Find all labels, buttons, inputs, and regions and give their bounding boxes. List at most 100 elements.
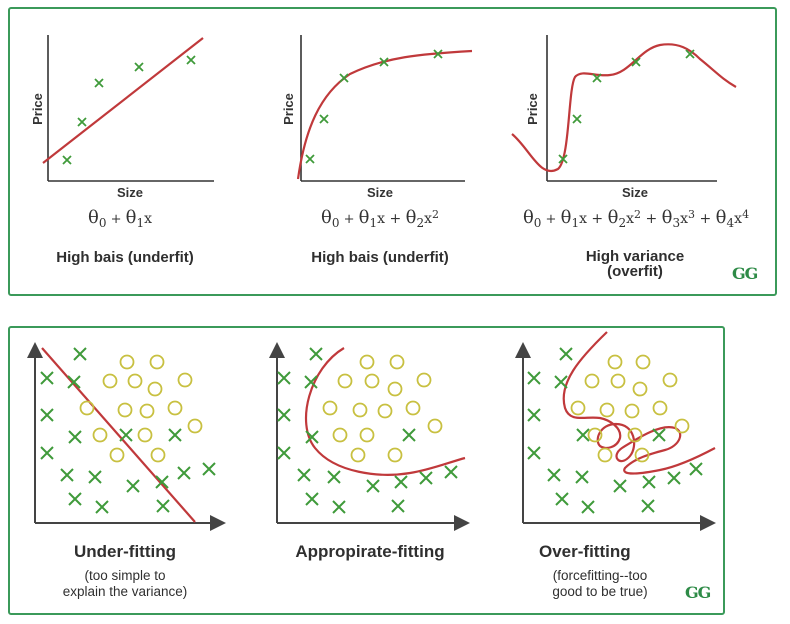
circle-point <box>359 354 375 370</box>
circle-point <box>624 403 640 419</box>
data-point <box>134 62 144 72</box>
cross-point <box>366 479 380 493</box>
cross-point <box>444 465 458 479</box>
geeksforgeeks-logo: GG <box>732 264 758 283</box>
cross-point <box>689 462 703 476</box>
data-point <box>631 57 641 67</box>
cross-point <box>576 428 590 442</box>
caption-linear: High bais (underfit) <box>56 249 194 266</box>
circle-point <box>597 447 613 463</box>
circle-point <box>387 447 403 463</box>
cross-point <box>95 500 109 514</box>
overfit-curve <box>511 43 737 173</box>
data-point <box>558 154 568 164</box>
cross-point <box>177 466 191 480</box>
polynomial-overfit-graph: Price Size <box>511 35 737 200</box>
data-points <box>558 49 695 164</box>
cross-points <box>40 347 216 514</box>
subtitle-line: (too simple to <box>84 568 166 583</box>
data-point <box>62 155 72 165</box>
data-point <box>305 154 315 164</box>
subtitle-line: good to be true) <box>552 584 648 599</box>
cross-point <box>527 446 541 460</box>
circle-point <box>607 354 623 370</box>
cross-point <box>394 475 408 489</box>
regression-fitting-panel: Price Size Price Size <box>8 7 777 296</box>
data-point <box>94 78 104 88</box>
cross-points <box>277 347 458 514</box>
circle-point <box>662 372 678 388</box>
circle-point <box>117 402 133 418</box>
cross-point <box>40 446 54 460</box>
data-point <box>319 114 329 124</box>
quadratic-graph: Price Size <box>281 35 473 200</box>
equation-linear: θ0 + θ1x <box>88 207 152 230</box>
circle-point <box>350 447 366 463</box>
cross-point <box>277 371 291 385</box>
circle-point <box>149 354 165 370</box>
linear-underfit-graph: Price Size <box>30 35 214 200</box>
circle-point <box>364 373 380 389</box>
decision-boundary <box>562 331 716 475</box>
cross-points <box>527 347 703 514</box>
circle-point <box>377 403 393 419</box>
cross-point <box>332 500 346 514</box>
cross-point <box>277 408 291 422</box>
data-point <box>685 49 695 59</box>
circle-point <box>150 447 166 463</box>
data-points <box>305 49 443 164</box>
circle-point <box>427 418 443 434</box>
cross-point <box>327 470 341 484</box>
cross-point <box>555 492 569 506</box>
circle-point <box>119 354 135 370</box>
circle-point <box>570 400 586 416</box>
circle-point <box>359 427 375 443</box>
cross-point <box>527 408 541 422</box>
circle-point <box>187 418 203 434</box>
data-point <box>433 49 443 59</box>
decision-boundary <box>304 347 466 476</box>
equation-quadratic: θ0 + θ1x + θ2x2 <box>321 207 439 230</box>
cross-point <box>575 470 589 484</box>
cross-point <box>402 428 416 442</box>
cross-point <box>581 500 595 514</box>
cross-point <box>641 499 655 513</box>
cross-point <box>40 408 54 422</box>
data-point <box>572 114 582 124</box>
y-axis-label: Price <box>30 93 45 125</box>
circle-point <box>674 418 690 434</box>
cross-point <box>527 371 541 385</box>
cross-point <box>391 499 405 513</box>
cross-point <box>68 492 82 506</box>
subtitle-line: (forcefitting--too <box>552 568 648 583</box>
y-axis-label: Price <box>281 93 296 125</box>
underfitting-graph <box>27 342 226 531</box>
cross-point <box>40 371 54 385</box>
cross-point <box>309 347 323 361</box>
underfitting-title: Under-fitting <box>74 542 176 561</box>
x-axis-label: Size <box>622 185 648 200</box>
appropriate-fitting-title: Appropirate-fitting <box>295 542 445 561</box>
equation-polynomial: θ0 + θ1x + θ2x2 + θ3x3 + θ4x4 <box>523 207 749 230</box>
decision-boundary <box>41 347 196 523</box>
circle-point <box>652 400 668 416</box>
circle-point <box>177 372 193 388</box>
cross-point <box>155 475 169 489</box>
circle-point <box>634 447 650 463</box>
circle-point <box>109 447 125 463</box>
circle-point <box>79 400 95 416</box>
cross-point <box>73 347 87 361</box>
circle-point <box>322 400 338 416</box>
appropriate-fitting-graph <box>269 342 470 531</box>
overfitting-subtitle: (forcefitting--too good to be true) <box>515 568 685 600</box>
cross-point <box>88 470 102 484</box>
circle-point <box>332 427 348 443</box>
circle-point <box>92 427 108 443</box>
cross-point <box>304 375 318 389</box>
circle-point <box>405 400 421 416</box>
data-point <box>339 73 349 83</box>
cross-point <box>126 479 140 493</box>
subtitle-line: explain the variance) <box>62 584 188 599</box>
circle-point <box>352 402 368 418</box>
cross-point <box>202 462 216 476</box>
